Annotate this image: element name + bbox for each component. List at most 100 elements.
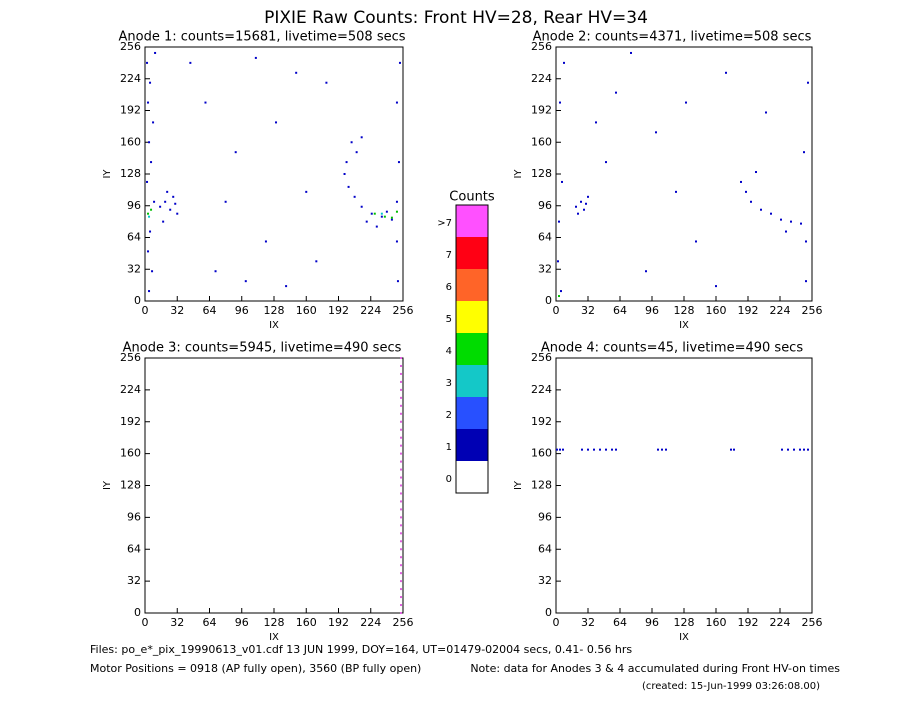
- data-point: [561, 180, 563, 183]
- data-point: [400, 604, 402, 607]
- footer-motor: Motor Positions = 0918 (AP fully open), …: [90, 662, 421, 675]
- data-point: [154, 51, 157, 54]
- colorbar-cell: [456, 205, 488, 237]
- data-point: [655, 131, 657, 134]
- colorbar-label: 0: [446, 474, 452, 485]
- y-tick-label: 192: [120, 104, 141, 117]
- data-point: [560, 290, 562, 293]
- x-tick-label: 224: [360, 616, 381, 629]
- data-point: [750, 200, 752, 203]
- data-point: [395, 200, 398, 203]
- data-point: [169, 208, 172, 211]
- y-tick-label: 256: [531, 351, 552, 364]
- data-point: [400, 412, 402, 415]
- x-tick-label: 160: [296, 304, 317, 317]
- data-point: [745, 190, 747, 193]
- data-point: [657, 448, 659, 451]
- data-point: [395, 101, 398, 104]
- x-tick-label: 256: [393, 616, 414, 629]
- colorbar-cell: [456, 333, 488, 365]
- data-point: [559, 448, 561, 451]
- y-tick-label: 224: [120, 383, 141, 396]
- data-point: [400, 572, 402, 575]
- y-axis-label: IY: [513, 169, 524, 179]
- data-point: [587, 195, 589, 198]
- data-point: [395, 240, 398, 243]
- data-point: [150, 208, 153, 211]
- x-tick-label: 256: [393, 304, 414, 317]
- data-point: [166, 190, 169, 193]
- colorbar-cell: [456, 461, 488, 493]
- x-tick-label: 32: [581, 616, 595, 629]
- x-tick-label: 192: [738, 304, 759, 317]
- x-tick-label: 0: [553, 616, 560, 629]
- data-point: [580, 200, 582, 203]
- data-point: [400, 508, 402, 511]
- colorbar-cell: [456, 301, 488, 333]
- data-point: [400, 556, 402, 559]
- y-tick-label: 32: [127, 262, 141, 275]
- plot-frame: [555, 46, 813, 302]
- data-point: [347, 185, 350, 188]
- x-tick-label: 64: [203, 304, 217, 317]
- x-tick-label: 128: [264, 616, 285, 629]
- data-point: [325, 81, 328, 84]
- data-point: [176, 212, 179, 215]
- data-point: [583, 208, 585, 211]
- data-point: [562, 448, 564, 451]
- data-point: [605, 448, 607, 451]
- data-point: [400, 580, 402, 583]
- data-point: [204, 101, 207, 104]
- data-point: [398, 61, 401, 64]
- data-point: [385, 210, 388, 213]
- x-tick-label: 96: [645, 616, 659, 629]
- x-tick-label: 128: [674, 304, 695, 317]
- y-tick-label: 0: [545, 606, 552, 619]
- colorbar-label: >7: [437, 218, 452, 229]
- data-point: [224, 200, 227, 203]
- data-point: [615, 91, 617, 94]
- data-point: [151, 270, 154, 273]
- data-point: [559, 101, 561, 104]
- data-point: [234, 151, 237, 154]
- data-point: [400, 524, 402, 527]
- data-point: [787, 448, 789, 451]
- x-tick-label: 224: [770, 616, 791, 629]
- colorbar-label: 6: [446, 282, 452, 293]
- data-point: [396, 280, 399, 283]
- data-point: [305, 190, 308, 193]
- data-point: [605, 161, 607, 164]
- data-point: [383, 215, 386, 218]
- colorbar-label: 4: [446, 346, 452, 357]
- colorbar-cell: [456, 237, 488, 269]
- data-point: [149, 230, 152, 233]
- data-point: [615, 448, 617, 451]
- footer-files: Files: po_e*_pix_19990613_v01.cdf 13 JUN…: [90, 643, 632, 656]
- data-point: [365, 220, 368, 223]
- plot-frame: [555, 357, 813, 614]
- y-tick-label: 128: [120, 167, 141, 180]
- data-point: [147, 212, 150, 215]
- footer-note: Note: data for Anodes 3 & 4 accumulated …: [470, 662, 840, 675]
- plot-frame: [144, 357, 404, 614]
- data-point: [400, 492, 402, 495]
- y-tick-label: 224: [120, 72, 141, 85]
- colorbar-title: Counts: [449, 190, 495, 205]
- x-tick-label: 192: [328, 304, 349, 317]
- x-tick-label: 0: [553, 304, 560, 317]
- data-point: [275, 121, 278, 124]
- colorbar-label: 5: [446, 314, 452, 325]
- data-point: [162, 220, 165, 223]
- data-point: [148, 141, 151, 144]
- data-point: [595, 121, 597, 124]
- data-point: [558, 295, 560, 298]
- data-point: [350, 141, 353, 144]
- y-tick-label: 160: [120, 447, 141, 460]
- y-tick-label: 32: [127, 574, 141, 587]
- data-point: [375, 225, 378, 228]
- colorbar-label: 2: [446, 410, 452, 421]
- data-point: [645, 270, 647, 273]
- data-point: [665, 448, 667, 451]
- data-point: [285, 285, 288, 288]
- data-point: [563, 61, 565, 64]
